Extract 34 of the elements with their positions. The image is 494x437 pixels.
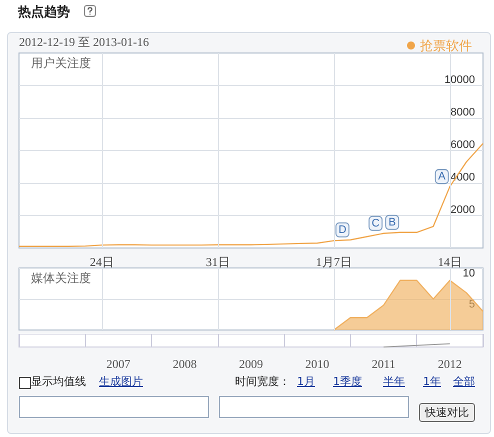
chart-subtitle: 2012-12-19 至 2013-01-16 — [19, 35, 149, 49]
text: 1年 — [423, 374, 441, 389]
chart-title: 热点趋势 — [18, 4, 70, 21]
x-tick-label: 2008 — [172, 357, 197, 371]
y-tick-label: 10 — [462, 268, 475, 280]
text: 时间宽度： — [235, 374, 290, 389]
text: 全部 — [453, 374, 475, 389]
y-tick-label: 2000 — [450, 204, 475, 216]
x-tick-label: 2010 — [305, 357, 330, 371]
legend-label: 抢票软件 — [420, 38, 472, 53]
text: 1季度 — [333, 374, 362, 389]
text: 1月 — [297, 374, 315, 389]
x-tick-label: 1月7日 — [316, 255, 352, 269]
text: 半年 — [383, 374, 405, 389]
text: 生成图片 — [99, 374, 143, 389]
x-tick-label: 2009 — [239, 357, 263, 371]
text: 快速对比 — [419, 403, 475, 422]
x-tick-label: 2012 — [438, 357, 462, 371]
x-tick-label: 31日 — [206, 255, 230, 269]
x-tick-label: 2007 — [106, 357, 130, 371]
text: 显示均值线 — [31, 374, 86, 389]
y-tick-label: 10000 — [444, 74, 475, 86]
y-axis-title: 用户关注度 — [31, 56, 91, 70]
annotation: B — [388, 216, 396, 228]
annotation: C — [372, 217, 380, 230]
annotation: D — [338, 224, 346, 236]
x-tick-label: 24日 — [90, 255, 114, 269]
y-tick-label: 5 — [468, 298, 475, 310]
annotation: A — [438, 170, 446, 183]
x-tick-label: 14日 — [438, 255, 462, 269]
y-tick-label: 6000 — [450, 139, 475, 151]
x-tick-label: 2011 — [372, 357, 396, 371]
y-axis-title: 媒体关注度 — [31, 271, 91, 285]
y-tick-label: 8000 — [450, 106, 475, 118]
